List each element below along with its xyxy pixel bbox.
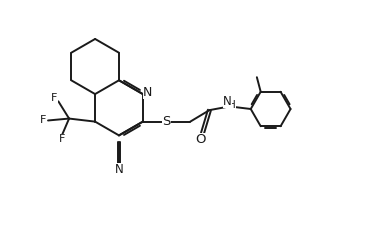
Text: F: F (40, 115, 47, 125)
Text: N: N (223, 95, 232, 108)
Text: N: N (115, 163, 123, 176)
Text: H: H (228, 100, 236, 110)
Text: F: F (51, 93, 58, 103)
Text: O: O (196, 134, 206, 146)
Text: S: S (162, 115, 171, 128)
Text: F: F (59, 134, 65, 144)
Text: N: N (143, 86, 152, 99)
